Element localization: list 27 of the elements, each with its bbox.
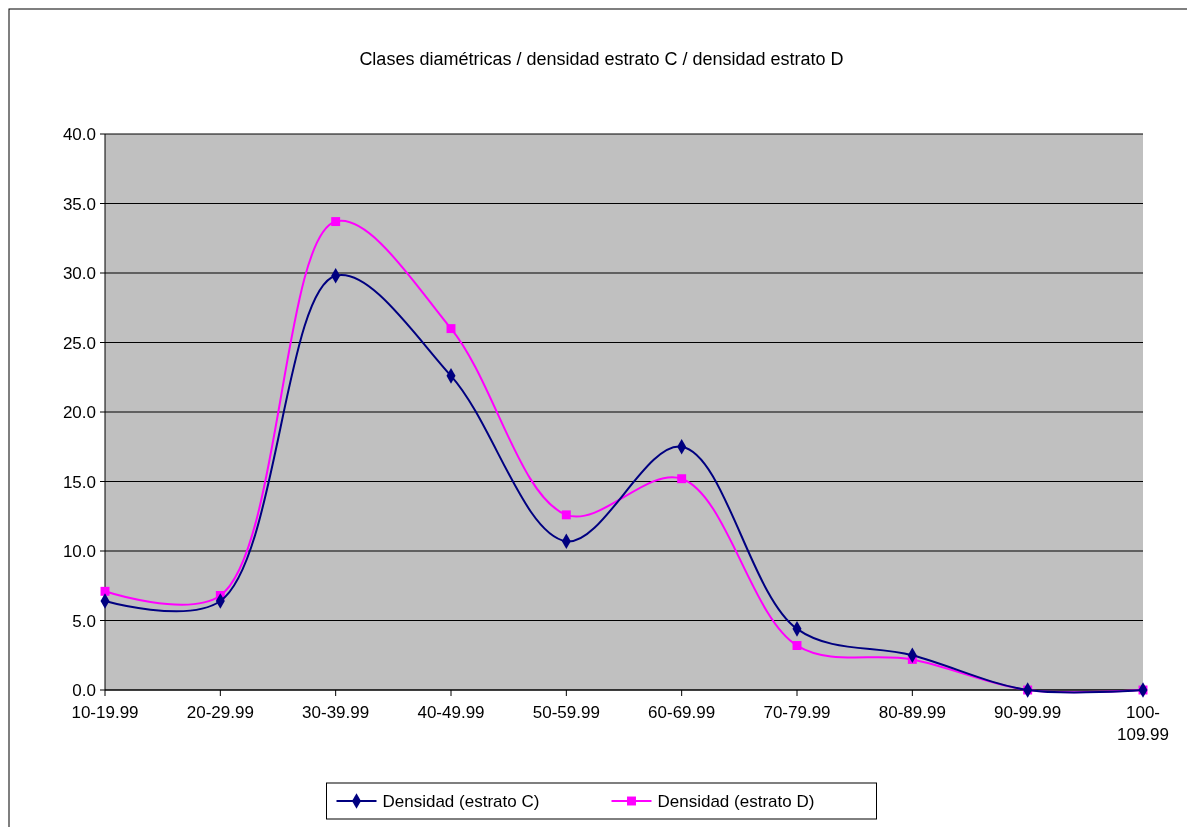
y-tick-label: 20.0 bbox=[62, 403, 96, 422]
x-tick-label: 40-49.99 bbox=[417, 703, 485, 722]
y-tick-label: 40.0 bbox=[62, 125, 96, 144]
x-tick-label: 20-29.99 bbox=[186, 703, 254, 722]
x-tick-label: 70-79.99 bbox=[763, 703, 831, 722]
x-tick-label: 50-59.99 bbox=[532, 703, 600, 722]
y-tick-label: 35.0 bbox=[62, 194, 96, 214]
y-tick-label: 30.0 bbox=[62, 264, 96, 283]
point bbox=[561, 510, 571, 520]
legend-label: Densidad (estrato D) bbox=[657, 792, 815, 811]
x-tick-label: 100-109.99 bbox=[1117, 703, 1169, 744]
point bbox=[792, 641, 802, 650]
x-tick-label: 80-89.99 bbox=[878, 703, 946, 722]
y-tick-label: 15.0 bbox=[62, 472, 96, 492]
y-tick-label: 25.0 bbox=[62, 333, 96, 353]
x-tick-label: 90-99.99 bbox=[994, 703, 1062, 722]
point bbox=[446, 324, 456, 334]
chart-title: Clases diamétricas / densidad estrato C / densidad estrato D bbox=[359, 49, 844, 69]
y-tick-label: 10.0 bbox=[62, 542, 96, 561]
point bbox=[677, 474, 687, 484]
x-tick-label: 10-19.99 bbox=[71, 703, 139, 722]
y-tick-label: 0.0 bbox=[72, 681, 96, 700]
legend-label: Densidad (estrato C) bbox=[382, 792, 540, 811]
y-tick-label: 5.0 bbox=[72, 611, 96, 631]
x-tick-label: 60-69.99 bbox=[648, 703, 716, 722]
point bbox=[331, 217, 341, 227]
x-tick-label: 30-39.99 bbox=[302, 703, 370, 722]
